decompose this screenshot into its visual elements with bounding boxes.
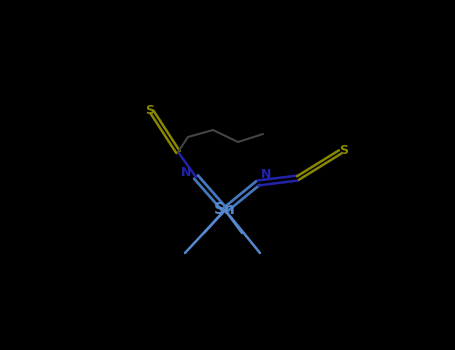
Text: S: S <box>339 144 349 156</box>
Text: S: S <box>146 104 155 117</box>
Text: Sn: Sn <box>214 203 236 217</box>
Text: N: N <box>261 168 271 182</box>
Text: N: N <box>181 166 191 178</box>
